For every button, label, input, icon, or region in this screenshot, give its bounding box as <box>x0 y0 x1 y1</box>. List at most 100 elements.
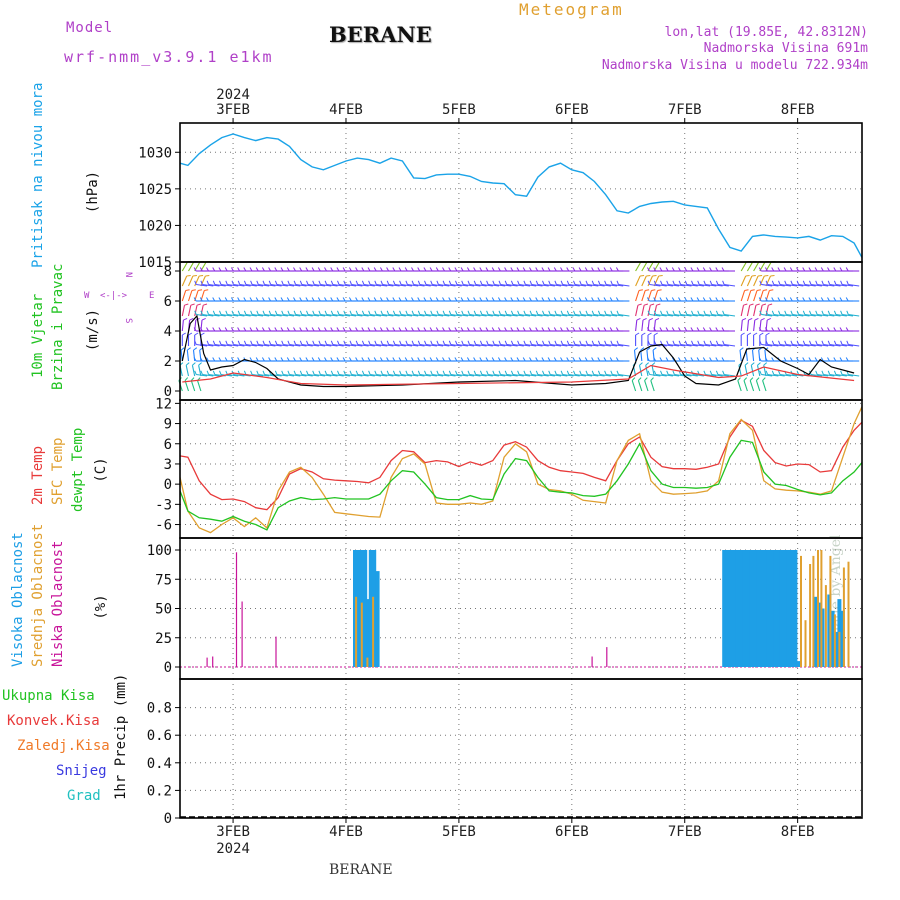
wind-barb <box>469 313 481 317</box>
x-day-label-top: 4FEB <box>329 102 363 118</box>
wind-barb <box>568 343 580 347</box>
wind-barb <box>295 313 307 317</box>
wind-barb-flag <box>324 310 328 315</box>
wind-barb-flag <box>771 327 775 332</box>
wind-barb-flag <box>305 357 309 362</box>
wind-barb <box>444 283 456 287</box>
wind-barb <box>786 283 798 287</box>
wind-barb <box>635 275 641 287</box>
wind-barb-flag <box>306 340 309 345</box>
wind-barb-flag <box>336 357 340 362</box>
wind-barb-flag <box>789 357 793 362</box>
y-tick-label: 0.2 <box>147 783 172 799</box>
wind-barb <box>653 275 660 287</box>
wind-barb <box>652 350 655 362</box>
wind-barb <box>407 313 419 317</box>
wind-barb <box>208 343 220 347</box>
wind-barb-flag <box>231 280 234 285</box>
wind-barb <box>519 313 531 317</box>
wind-barb <box>320 373 332 377</box>
wind-barb-flag <box>584 357 588 362</box>
temp-ylabel-sfc: SFC Temp <box>50 438 66 505</box>
wind-barb-flag <box>591 280 595 285</box>
wind-barb <box>767 283 779 287</box>
wind-barb-flag <box>659 297 663 302</box>
wind-barb-flag <box>194 370 197 375</box>
wind-barb-flag <box>783 297 787 302</box>
wind-barb-flag <box>361 327 365 332</box>
wind-barb <box>351 373 363 377</box>
wind-barb-flag <box>827 357 830 362</box>
wind-barb <box>746 275 753 287</box>
wind-barb-flag <box>722 310 725 315</box>
wind-barb <box>481 373 493 377</box>
wind-barb-flag <box>436 310 439 315</box>
wind-barb-flag <box>255 267 259 272</box>
wind-barb-flag <box>758 357 762 362</box>
wind-barb-flag <box>750 289 755 291</box>
wind-barb-flag <box>840 280 843 285</box>
wind-barb-flag <box>653 310 657 315</box>
wind-barb-flag <box>218 327 222 332</box>
wind-barb-flag <box>721 297 725 302</box>
wind-barb-flag <box>597 267 601 272</box>
wind-barb-flag <box>678 340 682 345</box>
wind-barb-flag <box>652 275 657 277</box>
wind-barb-flag <box>740 332 745 336</box>
wind-barb-flag <box>311 297 315 302</box>
wind-barb-flag <box>660 340 663 345</box>
wind-barb-flag <box>404 357 408 362</box>
wind-barb-flag <box>299 370 303 375</box>
compass-n: N <box>123 272 133 277</box>
y-tick-label: 3 <box>164 457 172 473</box>
wind-barb-flag <box>318 370 321 375</box>
wind-barb-flag <box>467 370 470 375</box>
wind-barb <box>743 380 748 392</box>
cloud-bar <box>812 555 815 667</box>
wind-barb-flag <box>765 340 769 345</box>
wind-barb-flag <box>747 332 752 336</box>
wind-barb-flag <box>299 327 303 332</box>
cloud-bar <box>790 550 794 667</box>
wind-barb <box>631 380 637 392</box>
wind-barb-flag <box>591 357 595 362</box>
wind-barb-flag <box>644 377 648 381</box>
wind-barb <box>488 283 500 287</box>
y-tick-label: -3 <box>155 497 172 513</box>
wind-barb-flag <box>814 297 818 302</box>
wind-barb-flag <box>652 347 657 351</box>
wind-barb <box>469 283 481 287</box>
wind-barb-flag <box>678 297 681 302</box>
wind-barb-flag <box>442 297 445 302</box>
wind-barb-flag <box>547 327 551 332</box>
wind-barb-flag <box>399 310 402 315</box>
wind-barb-flag <box>790 280 793 285</box>
wind-barb-flag <box>430 340 433 345</box>
wind-barb-flag <box>744 289 749 291</box>
wind-barb-flag <box>645 362 650 366</box>
wind-barb-flag <box>554 370 557 375</box>
wind-barb-flag <box>473 280 477 285</box>
precip-legend-item: Grad <box>67 788 101 804</box>
wind-barb-flag <box>293 370 297 375</box>
wind-barb <box>245 313 257 317</box>
wind-barb <box>635 290 640 302</box>
compass-w: W <box>84 291 90 301</box>
wind-barb-flag <box>380 340 383 345</box>
wind-barb-flag <box>417 297 421 302</box>
wind-barb-flag <box>411 357 414 362</box>
wind-barb <box>761 373 773 377</box>
wind-barb-flag <box>770 275 775 277</box>
wind-barb-flag <box>591 370 595 375</box>
model-name: wrf-nmm_v3.9.1 e1km <box>64 48 274 66</box>
wind-barb <box>394 343 406 347</box>
wind-barb-flag <box>473 340 477 345</box>
wind-barb-flag <box>237 327 241 332</box>
wind-barb-flag <box>548 280 551 285</box>
wind-barb-flag <box>616 280 619 285</box>
wind-barb <box>823 373 835 377</box>
wind-barb <box>568 313 580 317</box>
wind-barb-flag <box>769 289 774 291</box>
pressure-unit: (hPa) <box>85 171 101 213</box>
